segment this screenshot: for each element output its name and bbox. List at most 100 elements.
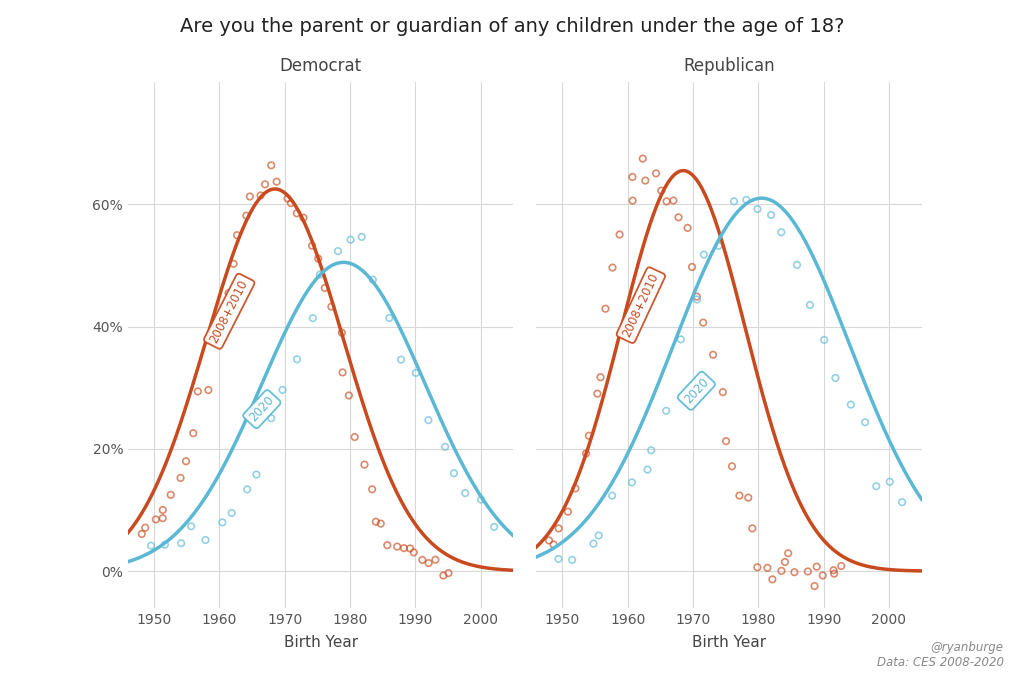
Point [207,336,223,347]
Point [724,461,740,472]
Point [550,553,566,564]
Point [560,506,577,517]
Point [214,517,230,528]
Point [643,445,659,456]
Point [280,193,296,204]
Point [473,494,489,505]
Point [263,160,280,171]
Point [445,468,462,479]
Point [564,555,581,566]
X-axis label: Birth Year: Birth Year [284,635,357,650]
Point [604,262,621,273]
Point [786,567,803,578]
Point [304,313,321,324]
Point [826,568,843,579]
Point [414,555,430,566]
Point [648,168,665,179]
Point [726,196,742,207]
Point [330,246,346,257]
Point [546,539,562,550]
Point [364,484,380,494]
Point [541,535,557,546]
Point [310,253,327,264]
Point [395,543,412,554]
Point [816,335,833,346]
Point [365,275,381,285]
Point [304,240,321,251]
Point [440,568,457,579]
Point [263,413,280,423]
Point [437,441,454,452]
Point [198,535,214,546]
Point [679,223,695,234]
Point [223,507,240,518]
Point [147,514,164,525]
Point [401,543,418,554]
Point [252,190,268,201]
Point [551,523,567,534]
Point [578,448,594,459]
Point [172,473,188,484]
Point [689,294,706,305]
Point [211,331,227,342]
Text: 2008+2010: 2008+2010 [208,277,251,345]
Point [335,367,351,378]
Point [581,430,597,441]
Point [695,317,712,328]
Point [155,513,171,524]
Text: 2020: 2020 [247,394,276,424]
Text: @ryanburge
Data: CES 2008-2020: @ryanburge Data: CES 2008-2020 [877,641,1004,669]
Point [295,212,311,223]
Point [657,406,674,417]
Point [592,372,608,382]
Point [257,179,273,190]
Point [604,490,621,501]
Point [457,488,473,499]
Point [589,388,605,399]
Point [809,561,825,572]
Point [684,262,700,273]
Point [567,483,584,494]
Point [637,175,653,186]
X-axis label: Birth Year: Birth Year [692,635,766,650]
Point [183,521,200,532]
Point [882,476,898,487]
Point [421,557,437,568]
Point [759,562,775,573]
Point [239,210,255,221]
Point [763,210,779,221]
Point [711,240,727,251]
Point [289,208,305,219]
Point [715,387,731,398]
Point [688,291,705,302]
Point [843,399,859,410]
Point [353,232,370,242]
Point [379,540,395,550]
Point [185,428,202,438]
Point [289,354,305,365]
Point [356,459,373,470]
Point [597,303,613,314]
Point [825,565,842,576]
Point [274,385,291,395]
Point [673,334,689,345]
Title: Democrat: Democrat [280,57,361,75]
Point [225,258,242,269]
Point [695,249,712,260]
Point [833,561,849,572]
Point [857,417,873,428]
Point [773,227,790,238]
Point [750,562,766,573]
Point [486,521,503,532]
Point [777,557,794,568]
Point [408,367,424,378]
Point [163,489,179,500]
Point [653,185,670,196]
Point [764,574,780,585]
Point [780,548,797,559]
Point [671,212,687,223]
Point [242,191,258,202]
Point [420,415,436,426]
Point [406,547,422,558]
Text: 2008+2010: 2008+2010 [621,271,662,339]
